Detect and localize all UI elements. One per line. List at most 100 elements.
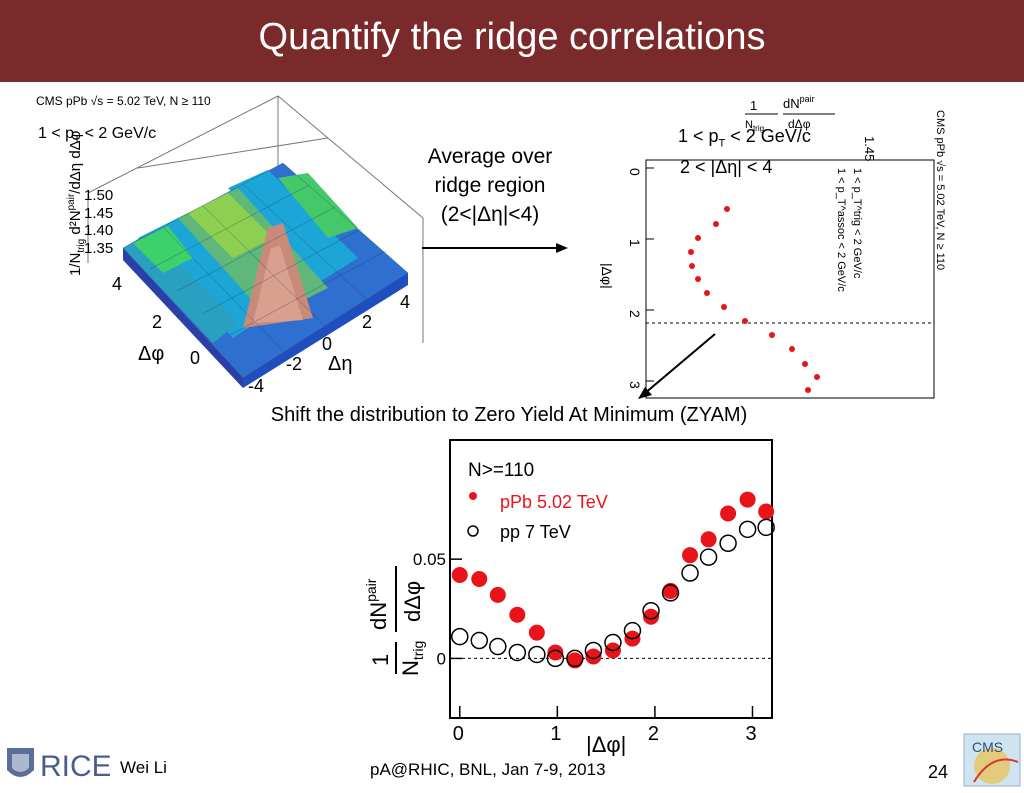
projection-header: CMS pPb √s = 5.02 TeV, N ≥ 110 (934, 110, 946, 270)
x-tick-label: 0 (453, 723, 464, 745)
ppb-point (643, 608, 660, 625)
svg-text:dNpair: dNpair (363, 578, 391, 630)
surface-mesh (123, 163, 408, 388)
surface-ztick: 1.35 (84, 240, 113, 257)
surface-pt-label: 1 < pT < 2 GeV/c (38, 125, 156, 145)
chart-ylabel: 1 Ntrig dNpair dΔφ (363, 566, 426, 676)
ppb-point (585, 648, 602, 665)
projection-ylabel-num: dNpair (783, 94, 815, 111)
pp-point (546, 649, 565, 668)
page-number: 24 (928, 762, 949, 782)
rice-logo: RICE (4, 744, 112, 784)
projection-points (688, 206, 820, 393)
surface-eta-label: Δη (328, 353, 352, 375)
ppb-point (566, 652, 583, 669)
chart-xlabel: |Δφ| (586, 732, 626, 756)
pp-point (738, 520, 757, 539)
projection-ylabel-den2: dΔφ (788, 117, 811, 131)
cms-logo-icon: CMS (963, 733, 1021, 787)
chart-frame (449, 439, 773, 719)
projection-label-pt-text: 1 < p (678, 126, 719, 146)
ppb-point (739, 491, 756, 508)
pp-point (757, 518, 775, 537)
pp-point (584, 641, 603, 660)
pp-point (699, 548, 718, 566)
x-tick-label: 1 (550, 723, 561, 745)
surface-eta-tick: 2 (362, 312, 372, 332)
x-tick-label: 2 (648, 723, 659, 745)
ppb-point (720, 505, 737, 522)
surface-box-frame (87, 95, 424, 343)
legend-ppb-label: pPb 5.02 TeV (500, 492, 608, 512)
ppb-point (547, 644, 564, 661)
pp-point (642, 602, 660, 620)
ppb-point (489, 586, 506, 603)
ppb-point (471, 571, 488, 587)
legend-pp-label: pp 7 TeV (500, 522, 571, 542)
projection-plot-svg: 0 1 2 3 |Δφ| 1.45 CMS pPb √s = 5.02 TeV,… (599, 94, 946, 399)
ppb-point (509, 606, 526, 623)
projection-ytop-tick: 1.45 (862, 136, 877, 161)
annotation-line: (2<|Δη|<4) (440, 203, 540, 226)
surface-plot: CMS pPb √s = 5.02 TeV, N ≥ 110 1 < pT < … (28, 88, 428, 398)
average-annotation: Average over ridge region (2<|Δη|<4) (400, 142, 580, 229)
annotation-line: ridge region (434, 174, 546, 197)
surface-ztick: 1.40 (84, 222, 113, 239)
surface-phi-tick: 0 (190, 348, 200, 368)
projection-frame (645, 159, 935, 399)
pp-point (489, 637, 507, 656)
projection-label-eta: 2 < |Δη| < 4 (680, 157, 773, 177)
legend-title: N>=110 (468, 460, 534, 481)
projection-tick: 3 (627, 381, 643, 389)
surface-eta-tick: 0 (322, 334, 332, 354)
ppb-point (528, 624, 545, 641)
annotation-line: Average over (427, 145, 553, 168)
event: pA@RHIC, BNL, Jan 7-9, 2013 (370, 760, 606, 779)
surface-plot-svg: CMS pPb √s = 5.02 TeV, N ≥ 110 1 < pT < … (36, 94, 424, 396)
shift-text: Shift the distribution to Zero Yield At … (270, 404, 748, 426)
svg-text:1: 1 (368, 654, 393, 666)
surface-phi-tick: 4 (112, 274, 122, 294)
projection-label-pt-rest: < 2 GeV/c (725, 126, 811, 146)
surface-grid-lines (122, 162, 409, 379)
cms-logo-text: CMS (972, 739, 1003, 755)
projection-tick: 2 (627, 310, 643, 318)
projection-plot: 0 1 2 3 |Δφ| 1.45 CMS pPb √s = 5.02 TeV,… (599, 88, 960, 400)
ppb-point (758, 503, 775, 520)
slide-title: Quantify the ridge correlations (258, 16, 766, 58)
ppb-point (451, 567, 468, 584)
zyam-arrow-icon (638, 387, 652, 399)
ppb-point (662, 582, 679, 599)
pp-point (470, 631, 489, 650)
pp-point (508, 643, 527, 662)
surface-eta-tick: -2 (286, 354, 302, 374)
y-tick-label: 0 (437, 649, 446, 668)
projection-label-pt: 1 < pT < 2 GeV/c (678, 126, 811, 150)
legend-ppb-marker (469, 492, 477, 500)
projection-tick: 0 (627, 168, 643, 176)
title-bar: Quantify the ridge correlations (0, 0, 1024, 82)
pp-point (623, 621, 642, 640)
projection-ticks (646, 167, 654, 382)
rice-logo-text: RICE (40, 750, 110, 783)
pp-point (681, 564, 699, 582)
surface-phi-label: Δφ (138, 343, 164, 365)
projection-ylabel: 1 (750, 98, 757, 113)
pp-point (451, 627, 469, 646)
projection-label-pt-sub: T (718, 137, 726, 150)
chart-series (451, 491, 775, 669)
rice-owl-icon: RICE (7, 748, 112, 783)
svg-text:Ntrig: Ntrig (398, 641, 426, 676)
projection-pt-assoc: 1 < p_T^assoc < 2 GeV/c (835, 168, 847, 292)
pp-point (661, 584, 680, 602)
pp-point (566, 649, 584, 668)
chart-x-ticks: 0 1 2 3 (453, 706, 757, 745)
x-tick-label: 3 (745, 723, 756, 745)
pp-point (719, 534, 737, 553)
surface-plot-header: CMS pPb √s = 5.02 TeV, N ≥ 110 (36, 94, 211, 108)
svg-text:dΔφ: dΔφ (400, 581, 425, 622)
projection-axis-label: |Δφ| (600, 263, 615, 289)
surface-eta-tick: -4 (248, 376, 264, 396)
